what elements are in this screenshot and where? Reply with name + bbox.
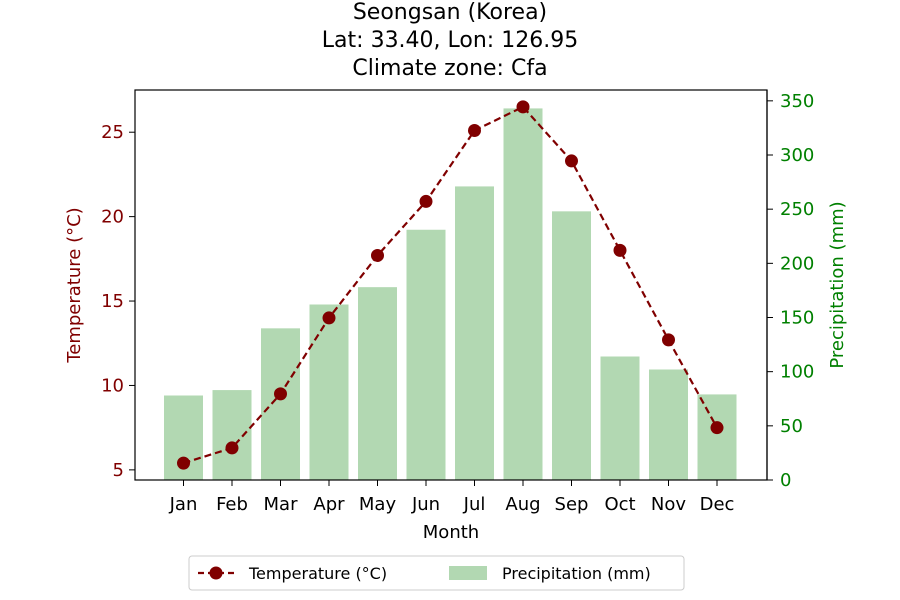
x-tick-label-apr: Apr	[313, 494, 345, 515]
left-tick-label: 25	[101, 122, 124, 143]
right-tick-label: 350	[780, 91, 814, 112]
legend-temperature-swatch-marker	[209, 566, 223, 580]
precipitation-bar-feb	[212, 390, 252, 480]
temperature-point-mar	[274, 387, 287, 401]
chart-title-line-1: Seongsan (Korea)	[352, 0, 548, 25]
x-tick-label-jul: Jul	[463, 494, 486, 515]
precipitation-bar-aug	[503, 108, 543, 481]
right-tick-label: 200	[780, 253, 814, 274]
temperature-point-apr	[322, 311, 336, 325]
chart-title-line-3: Climate zone: Cfa	[352, 56, 548, 81]
left-axis-label: Temperature (°C)	[64, 207, 85, 363]
temperature-point-jul	[468, 124, 481, 138]
chart-title-line-2: Lat: 33.40, Lon: 126.95	[321, 28, 579, 53]
x-axis-ticks: Jan Feb Mar Apr May Jun Jul Aug Sep Oct Nov Dec	[169, 480, 735, 515]
temperature-point-jun	[419, 194, 433, 208]
x-tick-label-mar: Mar	[264, 494, 299, 515]
right-tick-label: 0	[780, 470, 791, 491]
temperature-point-feb	[225, 441, 239, 455]
x-axis-label: Month	[423, 522, 479, 543]
temperature-point-oct	[613, 243, 627, 257]
legend: Temperature (°C) Precipitation (mm)	[188, 555, 685, 591]
x-tick-label-jan: Jan	[169, 494, 198, 515]
temperature-line	[177, 100, 724, 470]
temperature-point-aug	[516, 100, 530, 114]
right-axis-label: Precipitation (mm)	[827, 201, 848, 368]
right-axis-ticks: 0 50 100 150 200 250 300 350	[767, 91, 814, 491]
right-tick-label: 100	[780, 362, 814, 383]
legend-precipitation-swatch	[449, 566, 487, 580]
precipitation-bar-apr	[309, 304, 349, 480]
x-tick-label-may: May	[359, 494, 397, 515]
temperature-point-sep	[565, 154, 578, 168]
precipitation-bars	[164, 108, 737, 481]
precipitation-bar-nov	[649, 369, 688, 480]
left-axis-ticks: 5 10 15 20 25	[101, 122, 135, 481]
x-tick-label-jun: Jun	[411, 494, 440, 515]
precipitation-bar-oct	[600, 356, 640, 480]
left-tick-label: 5	[113, 460, 124, 481]
precipitation-bar-sep	[552, 211, 591, 481]
x-tick-label-nov: Nov	[651, 494, 686, 515]
temperature-point-jan	[177, 456, 190, 470]
left-tick-label: 15	[101, 291, 124, 312]
temperature-series-line	[183, 105, 718, 465]
legend-temperature-label: Temperature (°C)	[248, 564, 387, 583]
x-tick-label-sep: Sep	[555, 494, 589, 515]
precipitation-bar-may	[358, 287, 397, 480]
precipitation-bar-jul	[455, 186, 494, 480]
temperature-point-dec	[710, 421, 724, 435]
left-tick-label: 20	[101, 207, 124, 228]
legend-precipitation-label: Precipitation (mm)	[502, 564, 651, 583]
right-tick-label: 300	[780, 145, 814, 166]
right-tick-label: 50	[780, 416, 803, 437]
right-tick-label: 150	[780, 308, 814, 329]
x-tick-label-aug: Aug	[505, 494, 540, 515]
legend-box	[188, 555, 685, 591]
right-tick-label: 250	[780, 199, 814, 220]
x-tick-label-dec: Dec	[700, 494, 735, 515]
left-tick-label: 10	[101, 375, 124, 396]
precipitation-bar-mar	[261, 328, 300, 480]
x-tick-label-feb: Feb	[216, 494, 248, 515]
precipitation-bar-jun	[406, 229, 446, 480]
temperature-point-may	[371, 248, 384, 262]
temperature-point-nov	[662, 333, 675, 347]
precipitation-bar-dec	[697, 394, 737, 480]
x-tick-label-oct: Oct	[604, 494, 635, 515]
